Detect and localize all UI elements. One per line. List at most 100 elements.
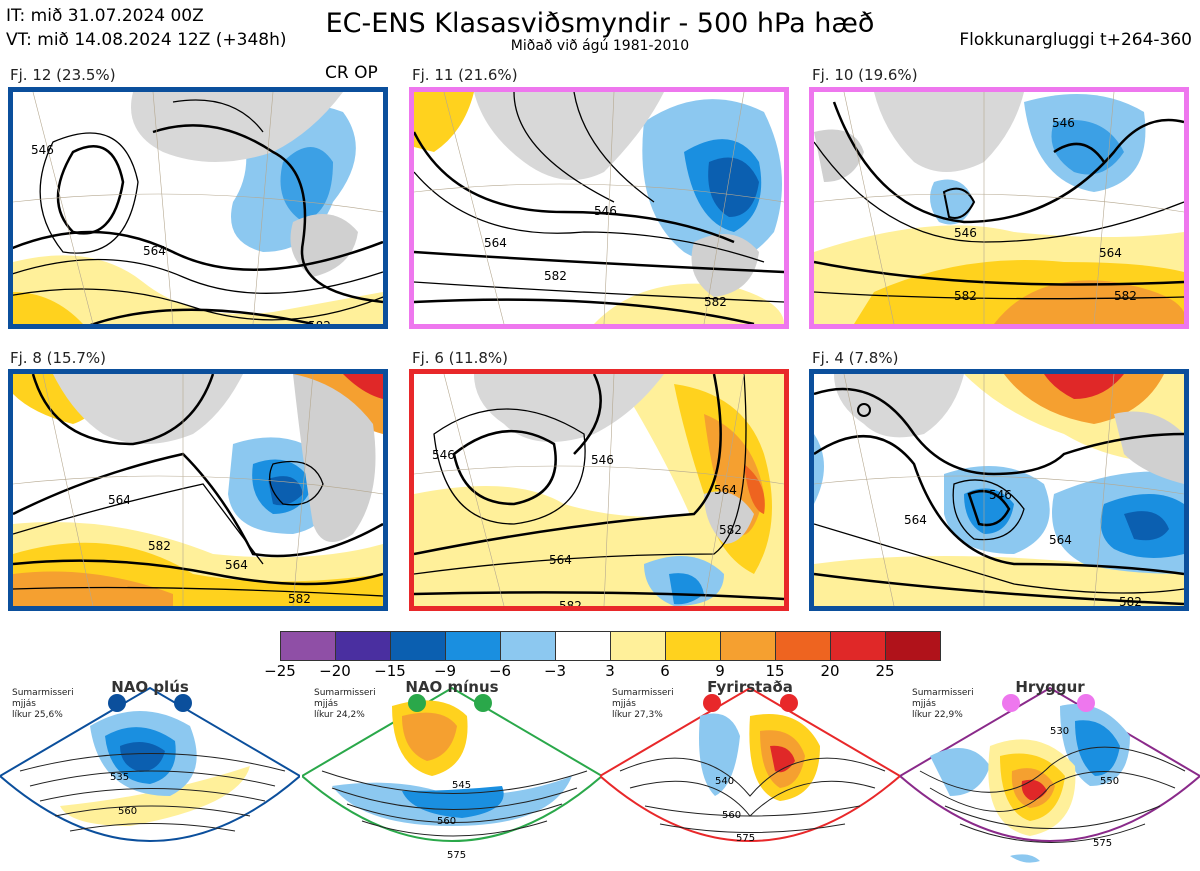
page-title: EC-ENS Klasasviðsmyndir - 500 hPa hæð [325, 8, 875, 39]
colorbar-tick: −20 [319, 662, 351, 680]
panel-label-4: Fj. 8 (15.7%) [10, 349, 106, 367]
regime-dot [1002, 694, 1020, 712]
contour-label: 546 [594, 204, 617, 218]
regime-dot [703, 694, 721, 712]
contour-label: 564 [225, 558, 248, 572]
map-panel-2-graphic: 546 564 582 582 [414, 92, 784, 324]
regime-nao-minus-map: 545 560 575 [302, 686, 602, 861]
panel-label-1: Fj. 12 (23.5%) [10, 66, 116, 84]
panel-label-2: Fj. 11 (21.6%) [412, 66, 518, 84]
contour-label: 582 [704, 295, 727, 309]
contour-label: 546 [954, 226, 977, 240]
colorbar-swatch [720, 631, 776, 661]
colorbar-swatch [610, 631, 666, 661]
colorbar-swatch [335, 631, 391, 661]
contour-label: 564 [904, 513, 927, 527]
contour-label: 564 [549, 553, 572, 567]
contour-label: 546 [31, 143, 54, 157]
colorbar-swatch [280, 631, 336, 661]
panel-label-5: Fj. 6 (11.8%) [412, 349, 508, 367]
contour-label: 582 [719, 523, 742, 537]
contour-label: 582 [308, 319, 331, 324]
map-panel-3-graphic: 546 546 564 582 582 [814, 92, 1184, 324]
contour-label: 564 [484, 236, 507, 250]
regime-dot [408, 694, 426, 712]
regime-note: Sumarmisseri mjjás líkur 27,3% [612, 688, 674, 720]
contour-label: 546 [989, 488, 1012, 502]
map-panel-5[interactable]: 546 546 564 564 582 582 [409, 369, 789, 611]
colorbar-tick: −15 [374, 662, 406, 680]
colorbar-swatch [885, 631, 941, 661]
colorbar-swatch [830, 631, 886, 661]
map-panel-6-graphic: 546 564 564 582 582 [814, 374, 1184, 606]
contour-label: 564 [714, 483, 737, 497]
regime-nao-minus[interactable]: 545 560 575 NAO mínus Sumarmisseri mjjás l… [302, 676, 602, 871]
contour-label: 582 [288, 592, 311, 606]
page-subtitle: Miðað við ágú 1981-2010 [510, 38, 690, 54]
contour-label: 535 [110, 772, 129, 783]
panel-label-3: Fj. 10 (19.6%) [812, 66, 918, 84]
contour-label: 582 [1114, 289, 1137, 303]
header-init-time: IT: mið 31.07.2024 00Z VT: mið 14.08.202… [6, 4, 287, 52]
contour-label: 575 [736, 833, 755, 844]
map-panel-2[interactable]: 546 564 582 582 [409, 87, 789, 329]
colorbar-swatch [390, 631, 446, 661]
contour-label: 550 [1100, 776, 1119, 787]
regime-ridge[interactable]: 530 550 575 Hryggur Sumarmisseri mjjás lík… [900, 676, 1200, 871]
contour-label: 575 [1093, 838, 1112, 849]
regime-dot [474, 694, 492, 712]
contour-label: 582 [544, 269, 567, 283]
contour-label: 546 [1052, 116, 1075, 130]
regime-nao-plus[interactable]: 535 560 NAO plús Sumarmisseri mjjás líkur … [0, 676, 300, 871]
regime-dot [174, 694, 192, 712]
contour-label: 560 [437, 816, 456, 827]
contour-label: 582 [163, 322, 186, 324]
regime-dot [780, 694, 798, 712]
regime-ridge-map: 530 550 575 [900, 686, 1200, 863]
contour-label: 564 [1049, 533, 1072, 547]
contour-label: 546 [432, 448, 455, 462]
colorbar-swatch [500, 631, 556, 661]
regime-blocking-map: 540 560 575 [600, 686, 900, 844]
valid-time: VT: mið 14.08.2024 12Z (+348h) [6, 30, 287, 50]
regime-note: Sumarmisseri mjjás líkur 22,9% [912, 688, 974, 720]
map-panel-4-graphic: 564 582 564 582 [13, 374, 383, 606]
classification-window: Flokkunargluggi t+264-360 [959, 30, 1192, 50]
contour-label: 582 [148, 539, 171, 553]
colorbar-swatch [555, 631, 611, 661]
contour-label: 545 [452, 780, 471, 791]
contour-label: 575 [447, 850, 466, 861]
map-panel-1-graphic: 546 564 582 582 [13, 92, 383, 324]
map-panel-1[interactable]: 546 564 582 582 [8, 87, 388, 329]
panel-tag-1: CR OP [325, 63, 378, 83]
map-panel-3[interactable]: 546 546 564 582 582 [809, 87, 1189, 329]
colorbar-tick: −25 [264, 662, 296, 680]
regime-blocking[interactable]: 540 560 575 Fyrirstaða Sumarmisseri mjjás… [600, 676, 900, 871]
contour-label: 564 [143, 244, 166, 258]
colorbar-swatch [665, 631, 721, 661]
contour-label: 564 [108, 493, 131, 507]
colorbar-tick: −6 [488, 662, 512, 680]
colorbar-tick: −3 [543, 662, 567, 680]
colorbar-tick: 15 [765, 662, 785, 680]
colorbar-swatch [445, 631, 501, 661]
colorbar-tick: 20 [820, 662, 840, 680]
regime-title: Hryggur [1015, 678, 1085, 696]
panel-label-6: Fj. 4 (7.8%) [812, 349, 899, 367]
colorbar-tick: 9 [715, 662, 725, 680]
map-panel-5-graphic: 546 546 564 564 582 582 [414, 374, 784, 606]
contour-label: 540 [715, 776, 734, 787]
contour-label: 560 [722, 810, 741, 821]
regime-title: Fyrirstaða [707, 678, 793, 696]
colorbar-swatch [775, 631, 831, 661]
map-panel-4[interactable]: 564 582 564 582 [8, 369, 388, 611]
colorbar-tick: −9 [433, 662, 457, 680]
colorbar-tick: 6 [660, 662, 670, 680]
regime-note: Sumarmisseri mjjás líkur 24,2% [314, 688, 376, 720]
regime-title: NAO mínus [405, 678, 499, 696]
init-time: IT: mið 31.07.2024 00Z [6, 6, 204, 26]
regime-dot [108, 694, 126, 712]
contour-label: 582 [1119, 595, 1142, 606]
map-panel-6[interactable]: 546 564 564 582 582 [809, 369, 1189, 611]
regime-dot [1077, 694, 1095, 712]
